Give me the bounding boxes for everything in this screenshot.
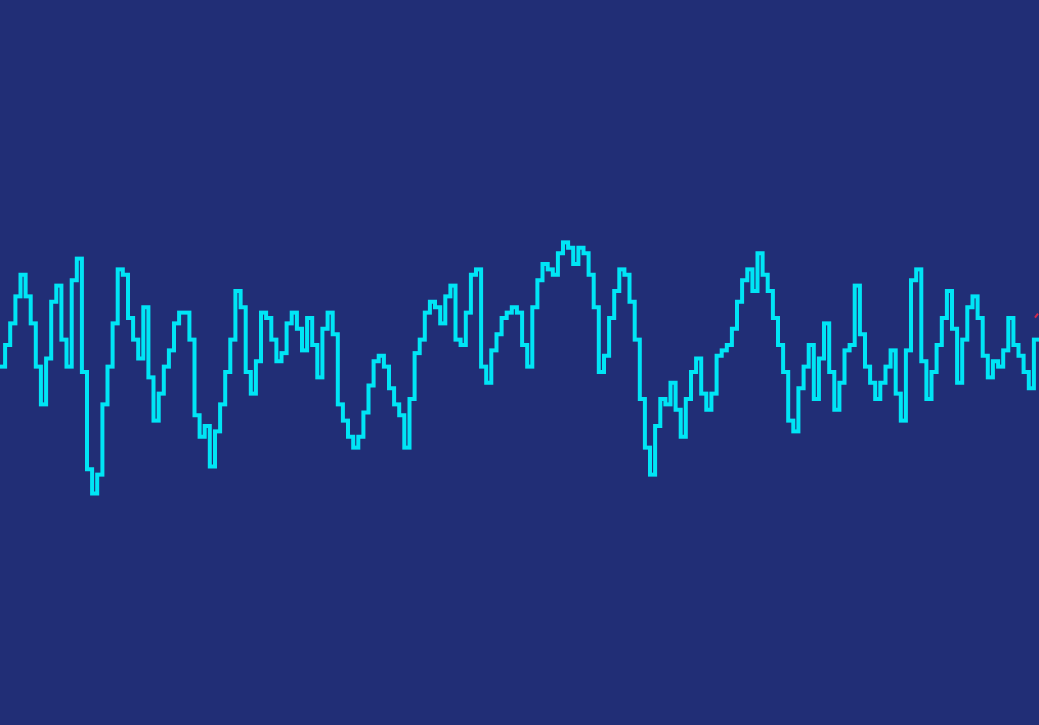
playhead-marker	[1034, 313, 1039, 319]
waveform-line	[0, 240, 1039, 496]
